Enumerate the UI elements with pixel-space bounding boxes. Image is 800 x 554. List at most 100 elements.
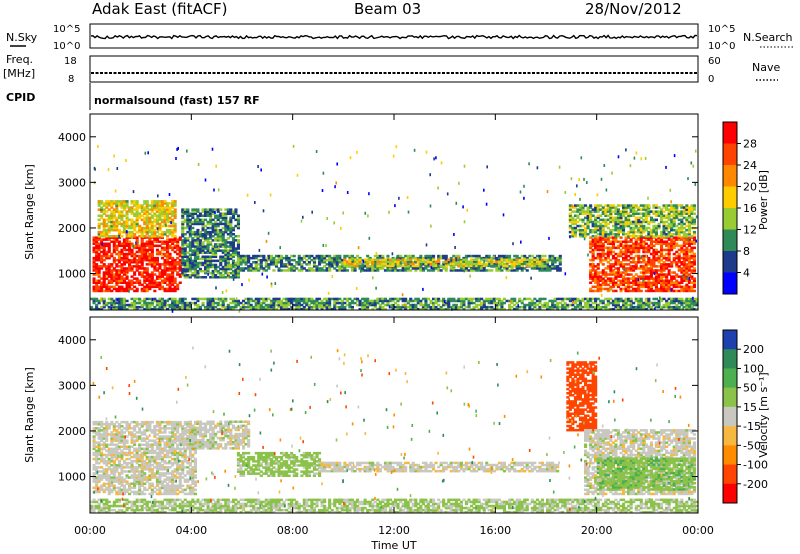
power-cell — [173, 208, 177, 211]
power-cell — [150, 230, 154, 234]
power-cell — [599, 228, 603, 232]
power-cell — [178, 273, 182, 276]
power-cell — [578, 206, 582, 209]
power-cell — [584, 210, 588, 213]
power-cell — [328, 254, 332, 258]
power-cell — [92, 263, 96, 266]
power-cell — [616, 285, 620, 289]
power-cell — [100, 200, 104, 203]
power-cell — [178, 248, 182, 252]
power-cell — [594, 230, 598, 234]
power-cell — [611, 210, 615, 213]
power-cell — [209, 271, 213, 275]
power-cell — [140, 265, 144, 268]
power-cell — [421, 297, 425, 301]
power-cell — [214, 276, 218, 279]
power-cell — [181, 261, 185, 265]
power-cell — [649, 252, 653, 256]
power-cell — [350, 258, 354, 261]
power-cell — [480, 265, 484, 268]
power-cell — [675, 289, 679, 293]
power-cell — [604, 238, 608, 241]
power-cell — [328, 265, 332, 268]
power-cell — [654, 273, 658, 276]
power-cell — [198, 305, 202, 309]
power-cell — [140, 305, 144, 309]
power-cell — [543, 262, 547, 266]
power-cell — [236, 258, 240, 262]
power-cell — [596, 214, 600, 217]
power-cell — [419, 307, 423, 311]
power-cell — [558, 254, 562, 258]
power-cell — [150, 283, 154, 287]
power-cell — [224, 263, 228, 267]
power-cell — [219, 263, 223, 267]
power-cell — [259, 263, 263, 266]
power-cell — [672, 246, 676, 250]
power-cell — [568, 299, 572, 303]
power-cell — [224, 267, 228, 271]
power-cell — [687, 206, 691, 209]
power-cell — [685, 258, 689, 262]
power-cell — [444, 301, 448, 305]
power-cell — [589, 210, 593, 213]
power-cell — [406, 256, 410, 260]
power-cell — [637, 208, 641, 211]
power-cell — [231, 301, 235, 305]
power-cell — [97, 200, 101, 203]
power-cell — [188, 226, 192, 230]
power-cell — [611, 285, 615, 289]
power-cell — [274, 303, 278, 307]
nsearch-label: N.Search — [743, 31, 793, 44]
power-cell — [654, 285, 658, 289]
power-cell — [110, 299, 114, 303]
power-cell — [682, 235, 686, 238]
power-cell — [280, 256, 284, 260]
power-cell — [186, 303, 190, 307]
power-cell — [464, 267, 468, 270]
power-cell — [110, 277, 114, 280]
power-cell — [105, 252, 109, 256]
power-cell — [90, 305, 94, 309]
power-cell — [624, 297, 628, 301]
power-cell — [138, 281, 142, 284]
power-cell — [135, 277, 139, 280]
power-cell — [647, 277, 651, 280]
power-cell — [416, 301, 420, 305]
power-cell — [591, 220, 595, 224]
power-cell — [102, 218, 106, 222]
power-cell — [442, 301, 446, 305]
power-cell — [464, 254, 468, 258]
power-cell — [619, 279, 623, 282]
power-cell — [672, 258, 676, 262]
power-cell — [143, 208, 147, 211]
power-cell — [214, 230, 218, 234]
power-cell — [629, 208, 633, 211]
power-cell — [125, 233, 129, 236]
power-cell — [642, 248, 646, 252]
power-cell — [366, 297, 370, 301]
power-cell — [97, 226, 101, 230]
power-cell — [627, 250, 631, 254]
power-cell — [644, 269, 648, 272]
power-cell — [302, 307, 306, 311]
power-cell — [682, 269, 686, 272]
power-cell — [229, 226, 233, 230]
power-cell — [158, 267, 162, 270]
power-cell — [211, 251, 215, 254]
power-cell — [92, 267, 96, 270]
power-cell — [599, 261, 603, 264]
power-cell — [191, 245, 195, 248]
power-cell — [272, 263, 276, 266]
power-cell — [219, 259, 223, 263]
power-cell — [690, 226, 694, 230]
power-cell — [687, 224, 691, 228]
power-cell — [302, 301, 306, 305]
power-cell — [254, 297, 258, 301]
power-cell — [594, 238, 598, 241]
power-cell — [122, 226, 126, 230]
power-cell — [629, 226, 633, 230]
power-cell — [589, 204, 593, 207]
power-cell — [325, 258, 329, 262]
power-cell — [150, 222, 154, 226]
